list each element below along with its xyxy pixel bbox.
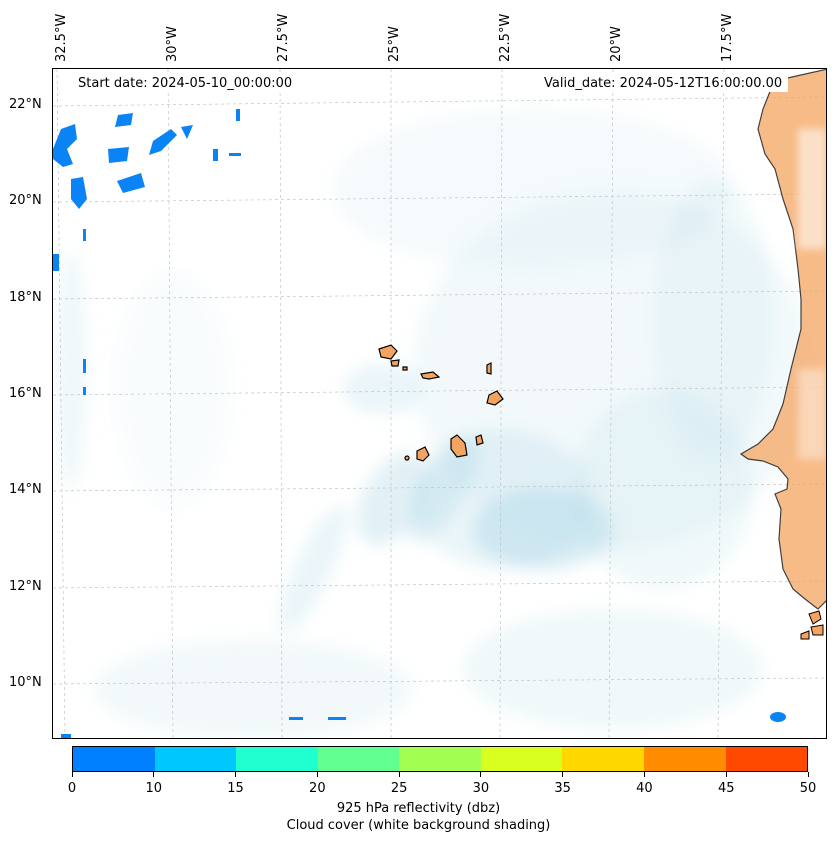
colorbar-segment (236, 747, 318, 771)
colorbar-tick-label: 25 (390, 781, 408, 796)
colorbar-tick-label: 35 (554, 781, 571, 796)
lat-label: 22°N (9, 97, 42, 112)
west-africa-land (739, 69, 826, 610)
lon-label: 30°W (165, 26, 180, 62)
colorbar-segment (562, 747, 644, 771)
lon-label: 17.5°W (720, 13, 735, 62)
cabo-verde-islands (378, 344, 504, 462)
colorbar-tick-label: 40 (636, 781, 653, 796)
valid-date-annotation: Valid_date: 2024-05-12T16:00:00.00 (538, 75, 789, 92)
cloud-cover-shading (56, 109, 813, 738)
lat-label: 20°N (9, 193, 42, 208)
map-panel (52, 68, 827, 739)
colorbar-sublabel: Cloud cover (white background shading) (286, 818, 551, 833)
colorbar-label: 925 hPa reflectivity (dbz) (336, 801, 501, 816)
map-canvas (53, 69, 826, 738)
colorbar-tick (807, 772, 809, 777)
colorbar-tick (235, 772, 237, 777)
colorbar-tick (643, 772, 645, 777)
colorbar-tick-label: 30 (472, 781, 490, 796)
colorbar-tick (71, 772, 73, 777)
colorbar-segment (643, 747, 726, 771)
colorbar-tick-label: 45 (717, 781, 735, 796)
colorbar-segment (399, 747, 481, 771)
colorbar (72, 746, 808, 772)
colorbar-tick (153, 772, 155, 777)
graticule (53, 69, 826, 738)
lon-label: 32.5°W (54, 13, 69, 62)
colorbar-tick (562, 772, 564, 777)
lat-label: 12°N (9, 579, 42, 594)
lat-label: 16°N (9, 386, 42, 401)
reflectivity-cells (53, 109, 786, 738)
colorbar-tick (316, 772, 318, 777)
lon-label: 25°W (387, 26, 402, 62)
lon-label: 20°W (609, 26, 624, 62)
colorbar-tick-label: 0 (67, 781, 77, 796)
colorbar-segment (480, 747, 563, 771)
colorbar-tick (725, 772, 727, 777)
colorbar-tick (480, 772, 482, 777)
start-date-annotation: Start date: 2024-05-10_00:00:00 (72, 75, 299, 92)
lat-label: 18°N (9, 290, 42, 305)
colorbar-tick-label: 50 (799, 781, 817, 796)
colorbar-segment (725, 747, 808, 771)
lon-label: 22.5°W (498, 13, 513, 62)
colorbar-tick (398, 772, 400, 777)
colorbar-segment (317, 747, 400, 771)
colorbar-tick-label: 10 (145, 781, 163, 796)
colorbar-segment (154, 747, 237, 771)
colorbar-segment (73, 747, 155, 771)
lat-label: 10°N (9, 675, 42, 690)
colorbar-tick-label: 20 (309, 781, 326, 796)
colorbar-tick-label: 15 (227, 781, 244, 796)
lon-label: 27.5°W (276, 13, 291, 62)
lat-label: 14°N (9, 482, 42, 497)
coastal-islands (800, 610, 824, 640)
